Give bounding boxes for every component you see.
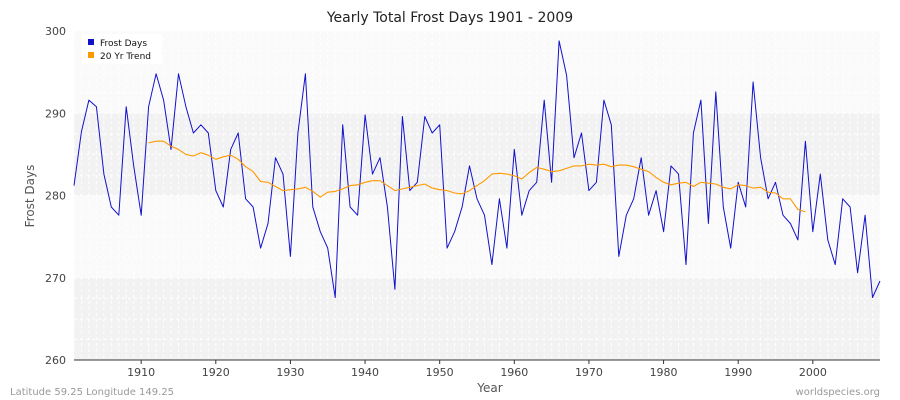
x-tick-label: 1910 — [127, 366, 155, 379]
y-tick-label: 270 — [45, 272, 66, 285]
legend-box — [82, 34, 162, 64]
y-axis: 260 270 280 290 300 — [45, 25, 66, 367]
series-line-frost-days — [73, 40, 881, 298]
x-tick-label: 1970 — [575, 366, 603, 379]
x-tick-label: 1920 — [202, 366, 230, 379]
legend-swatch-trend — [88, 52, 94, 58]
y-tick-label: 290 — [45, 107, 66, 120]
footer-coordinates: Latitude 59.25 Longitude 149.25 — [10, 387, 174, 398]
series-layer — [73, 40, 881, 298]
footer-source: worldspecies.org — [796, 387, 880, 398]
x-tick-label: 1990 — [724, 366, 752, 379]
legend: Frost Days 20 Yr Trend — [82, 34, 162, 64]
y-tick-label: 280 — [45, 190, 66, 203]
x-tick-label: 1930 — [276, 366, 304, 379]
x-tick-label: 1940 — [351, 366, 379, 379]
y-tick-label: 260 — [45, 354, 66, 367]
x-axis: 1910 1920 1930 1940 1950 1960 1970 1980 1990 2000 — [74, 359, 880, 379]
x-tick-label: 1960 — [500, 366, 528, 379]
series-line-20yr-trend — [148, 140, 806, 213]
x-tick-label: 1950 — [426, 366, 454, 379]
legend-label-trend: 20 Yr Trend — [100, 52, 151, 62]
legend-swatch-frost-days — [88, 39, 94, 45]
x-tick-label: 1980 — [650, 366, 678, 379]
chart-title: Yearly Total Frost Days 1901 - 2009 — [326, 10, 573, 26]
legend-label-frost-days: Frost Days — [100, 39, 147, 49]
y-axis-label: Frost Days — [23, 165, 37, 228]
x-tick-label: 2000 — [799, 366, 827, 379]
y-tick-label: 300 — [45, 25, 66, 38]
x-axis-label: Year — [476, 381, 502, 395]
grid — [73, 30, 881, 361]
